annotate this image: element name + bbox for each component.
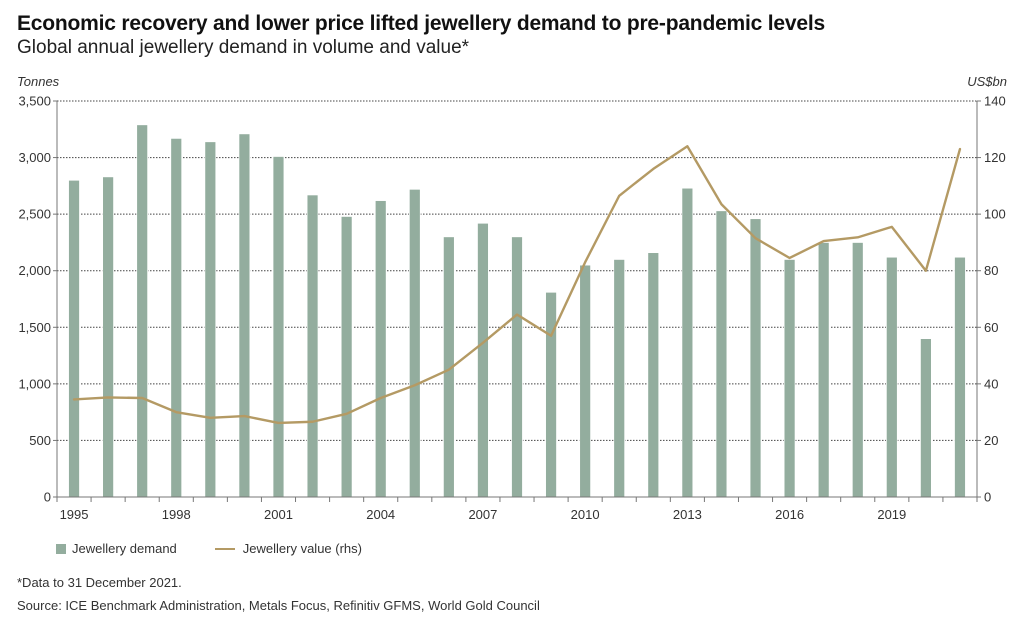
- left-tick-label: 1,000: [18, 376, 51, 391]
- bar: [306, 194, 319, 498]
- line-series-jewellery-value: [72, 145, 962, 425]
- left-tick-label: 3,500: [18, 94, 51, 109]
- left-tick-label: 1,500: [18, 320, 51, 335]
- left-axis-unit-label: Tonnes: [17, 74, 60, 89]
- legend-item-demand: Jewellery demand: [56, 541, 177, 556]
- bar: [851, 242, 864, 498]
- right-tick-label: 120: [984, 150, 1006, 165]
- right-tick-label: 100: [984, 207, 1006, 222]
- bar: [681, 187, 694, 498]
- bar: [579, 264, 592, 498]
- bar: [715, 210, 728, 498]
- bar: [954, 256, 966, 498]
- legend-label-value: Jewellery value (rhs): [242, 541, 362, 556]
- legend-swatch-line: [214, 547, 235, 550]
- bar: [477, 222, 489, 498]
- bar: [170, 137, 183, 498]
- bar: [272, 156, 285, 498]
- right-tick-label: 80: [984, 263, 998, 278]
- legend-swatch-bar: [56, 543, 66, 554]
- axes: [53, 100, 981, 502]
- right-axis-unit-label: US$bn: [967, 74, 1007, 89]
- bar: [919, 338, 932, 498]
- x-tick-label: 2001: [264, 507, 293, 522]
- x-tick-label: 1998: [162, 507, 191, 522]
- x-tick-label: 2019: [877, 507, 906, 522]
- bar: [749, 218, 762, 498]
- bar: [817, 242, 830, 498]
- right-tick-label: 40: [984, 376, 998, 391]
- left-tick-label: 0: [44, 490, 51, 505]
- bar: [545, 291, 557, 498]
- bar: [238, 133, 251, 498]
- bar-series-jewellery-demand: [68, 124, 966, 498]
- bar: [885, 256, 898, 498]
- footnote: *Data to 31 December 2021.: [17, 575, 182, 590]
- tick-labels: 0 500 1,000 1,500 2,000 2,500 3,000 3,500 0 20 40 6…: [18, 94, 1005, 523]
- legend-item-value: Jewellery value (rhs): [214, 541, 362, 556]
- x-tick-label: 2007: [468, 507, 497, 522]
- left-tick-label: 500: [29, 433, 51, 448]
- bar: [613, 258, 626, 498]
- x-tick-label: 2016: [775, 507, 804, 522]
- bar: [340, 216, 353, 498]
- chart-title: Economic recovery and lower price lifted…: [17, 12, 825, 35]
- right-tick-label: 140: [984, 94, 1006, 109]
- bar: [136, 124, 149, 498]
- bar: [102, 176, 115, 498]
- left-tick-label: 2,000: [18, 263, 51, 278]
- legend-label-demand: Jewellery demand: [72, 541, 177, 556]
- x-tick-label: 2010: [571, 507, 600, 522]
- right-tick-label: 20: [984, 433, 998, 448]
- source-note: Source: ICE Benchmark Administration, Me…: [17, 598, 540, 613]
- x-tick-label: 2004: [366, 507, 395, 522]
- bar: [374, 200, 387, 498]
- left-tick-label: 2,500: [18, 207, 51, 222]
- right-tick-label: 60: [984, 320, 998, 335]
- bar: [647, 252, 660, 498]
- bar: [783, 258, 796, 498]
- bar: [511, 236, 523, 498]
- bar: [68, 179, 80, 498]
- bar: [204, 141, 217, 498]
- x-tick-label: 1995: [60, 507, 89, 522]
- left-tick-label: 3,000: [18, 150, 51, 165]
- bar: [408, 188, 421, 498]
- chart-subtitle: Global annual jewellery demand in volume…: [17, 37, 470, 58]
- legend: Jewellery demand Jewellery value (rhs): [56, 541, 400, 556]
- x-tick-label: 2013: [673, 507, 702, 522]
- right-tick-label: 0: [984, 490, 991, 505]
